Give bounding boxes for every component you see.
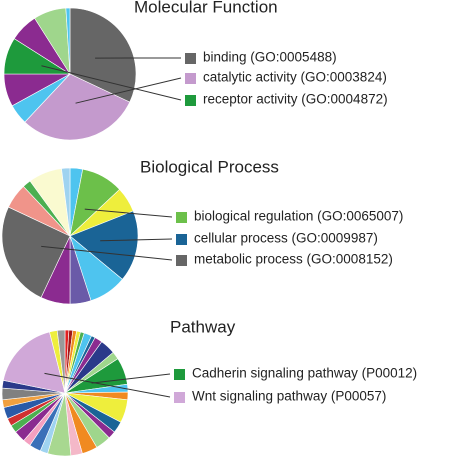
legend-swatch: [185, 95, 196, 106]
legend-label: Wnt signaling pathway (P00057): [192, 389, 386, 404]
chart-title: Pathway: [170, 317, 236, 336]
legend-swatch: [176, 234, 187, 245]
chart-title: Molecular Function: [134, 0, 278, 16]
legend-swatch: [176, 255, 187, 266]
legend-swatch: [185, 53, 196, 64]
legend-swatch: [185, 73, 196, 84]
legend-label: binding (GO:0005488): [203, 50, 337, 65]
legend-swatch: [174, 369, 185, 380]
legend-swatch: [176, 212, 187, 223]
chart-title: Biological Process: [140, 157, 279, 176]
legend-label: receptor activity (GO:0004872): [203, 92, 388, 107]
legend-label: cellular process (GO:0009987): [194, 231, 378, 246]
legend-label: Cadherin signaling pathway (P00012): [192, 366, 417, 381]
legend-label: catalytic activity (GO:0003824): [203, 70, 387, 85]
legend-label: biological regulation (GO:0065007): [194, 209, 403, 224]
legend-swatch: [174, 392, 185, 403]
legend-label: metabolic process (GO:0008152): [194, 252, 393, 267]
